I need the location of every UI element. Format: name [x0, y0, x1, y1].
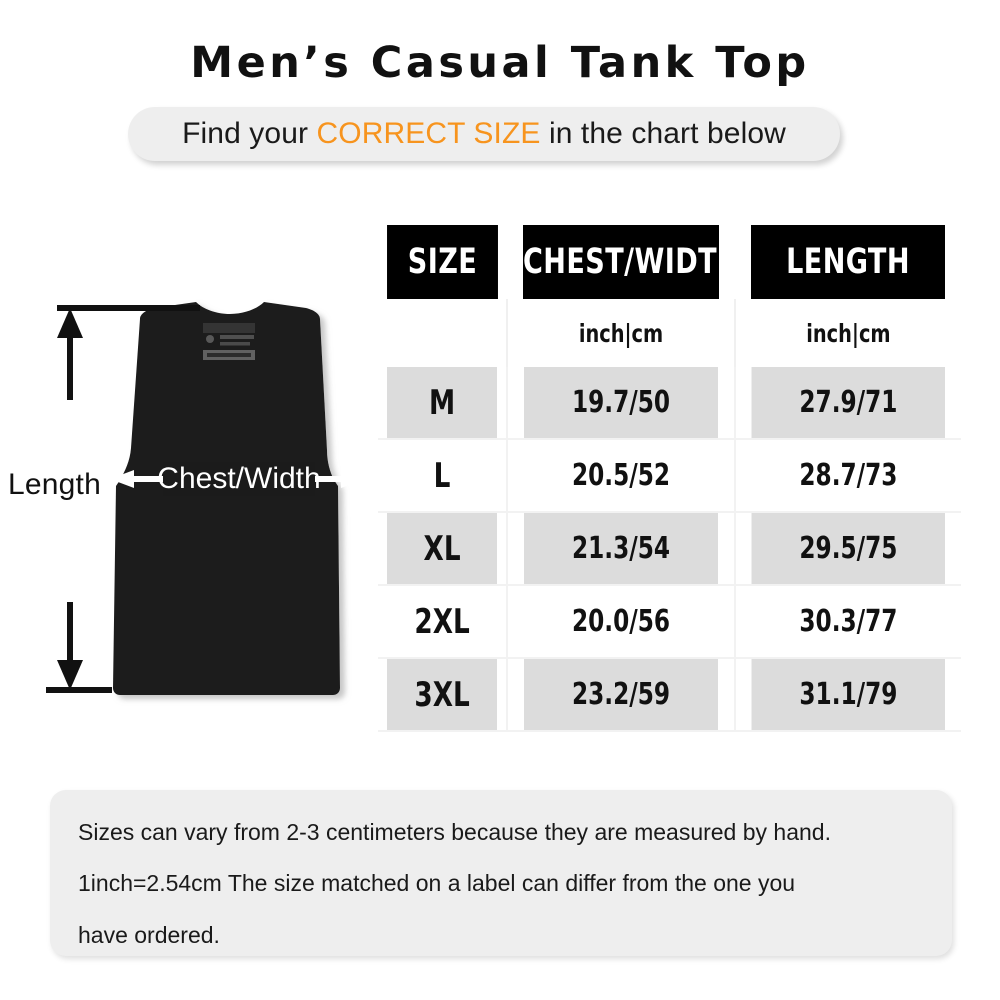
- table-unit-row: inch|cm inch|cm: [378, 299, 961, 367]
- subtitle-prefix: Find your: [182, 117, 317, 150]
- column-header-length: LENGTH: [750, 225, 946, 299]
- table-row: M 19.7/50 27.9/71: [378, 367, 961, 440]
- size-chart-table: SIZE CHEST/WIDTH LENGTH inch|cm inch|cm …: [378, 225, 961, 732]
- subtitle-banner: Find your CORRECT SIZE in the chart belo…: [128, 107, 840, 161]
- table-row: 3XL 23.2/59 31.1/79: [378, 658, 961, 732]
- chest-width-label: Chest/Width: [157, 462, 320, 495]
- unit-cell-chest: inch|cm: [522, 299, 720, 367]
- cell-size: 3XL: [387, 658, 499, 732]
- garment-illustration: Chest/Width: [0, 290, 380, 710]
- length-label: Length: [8, 468, 101, 501]
- cell-chest: 20.5/52: [522, 439, 720, 513]
- page-title: Men’s Casual Tank Top: [190, 38, 810, 88]
- table-header-row: SIZE CHEST/WIDTH LENGTH: [378, 225, 961, 299]
- unit-cell-length: inch|cm: [750, 299, 946, 367]
- note-line-3: have ordered.: [78, 921, 220, 948]
- cell-size: M: [387, 367, 499, 440]
- cell-length: 29.5/75: [750, 512, 946, 586]
- cell-chest: 19.7/50: [522, 367, 720, 440]
- chest-width-arrow: Chest/Width: [110, 462, 365, 496]
- cell-length: 27.9/71: [750, 367, 946, 440]
- table-row: L 20.5/52 28.7/73: [378, 439, 961, 513]
- tank-top-shape: [113, 302, 340, 695]
- column-header-chest: CHEST/WIDTH: [522, 225, 740, 299]
- note-line-1: Sizes can vary from 2-3 centimeters beca…: [78, 819, 831, 845]
- subtitle-text: Find your CORRECT SIZE in the chart belo…: [182, 117, 786, 151]
- note-line-2: 1inch=2.54cm The size matched on a label…: [78, 870, 796, 897]
- table-row: XL 21.3/54 29.5/75: [378, 512, 961, 586]
- cell-length: 30.3/77: [750, 585, 946, 659]
- cell-chest: 21.3/54: [522, 512, 720, 586]
- cell-size: XL: [387, 512, 499, 586]
- cell-size: L: [387, 439, 499, 513]
- neck-label-tag: [203, 323, 255, 360]
- cell-size: 2XL: [387, 585, 499, 659]
- subtitle-suffix: in the chart below: [540, 117, 786, 150]
- unit-cell-size: [387, 299, 499, 367]
- cell-chest: 23.2/59: [522, 658, 720, 732]
- cell-length: 31.1/79: [750, 658, 946, 732]
- cell-length: 28.7/73: [750, 439, 946, 513]
- length-measure-bottom: [46, 602, 112, 693]
- column-header-size: SIZE: [387, 225, 498, 299]
- subtitle-accent: CORRECT SIZE: [316, 117, 541, 150]
- length-measure-top: [57, 305, 200, 400]
- table-row: 2XL 20.0/56 30.3/77: [378, 585, 961, 659]
- size-note-box: Sizes can vary from 2-3 centimeters beca…: [50, 790, 952, 956]
- cell-chest: 20.0/56: [522, 585, 720, 659]
